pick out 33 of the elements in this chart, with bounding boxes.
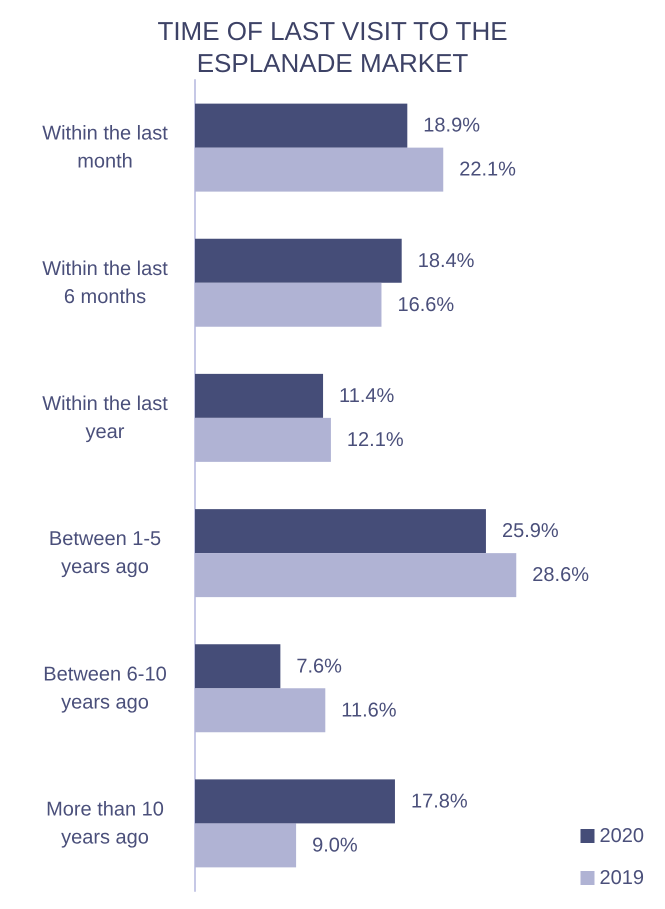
y-tick-label: More than 10 years ago: [46, 798, 164, 848]
y-tick-label: Within the last year: [42, 392, 168, 443]
data-label: 11.6%: [341, 699, 397, 722]
bar: [195, 779, 395, 824]
bar: [195, 148, 444, 192]
data-label: 18.9%: [423, 114, 480, 137]
data-label: 28.6%: [532, 564, 590, 586]
y-tick-label: Between 6-10 years ago: [43, 663, 167, 714]
chart-title: TIME OF LAST VISIT TO THE ESPLANADE MARKET: [157, 16, 508, 78]
data-label: 9.0%: [312, 834, 358, 856]
y-tick-label: Within the last month: [42, 122, 168, 173]
data-label: 7.6%: [296, 655, 342, 678]
y-tick-label: Within the last 6 months: [42, 258, 168, 308]
y-tick-label: Between 1-5 years ago: [48, 528, 162, 578]
bar: [195, 282, 382, 327]
bar: [195, 644, 280, 688]
data-label: 25.9%: [502, 520, 559, 542]
bar: [195, 509, 486, 554]
legend-label: 2019: [600, 867, 644, 889]
legend-label: 2020: [600, 825, 644, 847]
data-label: 18.4%: [418, 250, 475, 272]
bar: [195, 823, 296, 868]
data-label: 12.1%: [346, 428, 404, 451]
data-label: 17.8%: [410, 790, 468, 812]
bar: [195, 418, 331, 462]
bar: [195, 374, 324, 418]
data-label: 16.6%: [397, 294, 454, 316]
data-label: 11.4%: [339, 384, 394, 407]
bar: [195, 688, 326, 732]
bar: [195, 104, 408, 148]
data-label: 22.1%: [459, 158, 516, 181]
bar: [195, 553, 516, 598]
bar: [195, 238, 402, 283]
